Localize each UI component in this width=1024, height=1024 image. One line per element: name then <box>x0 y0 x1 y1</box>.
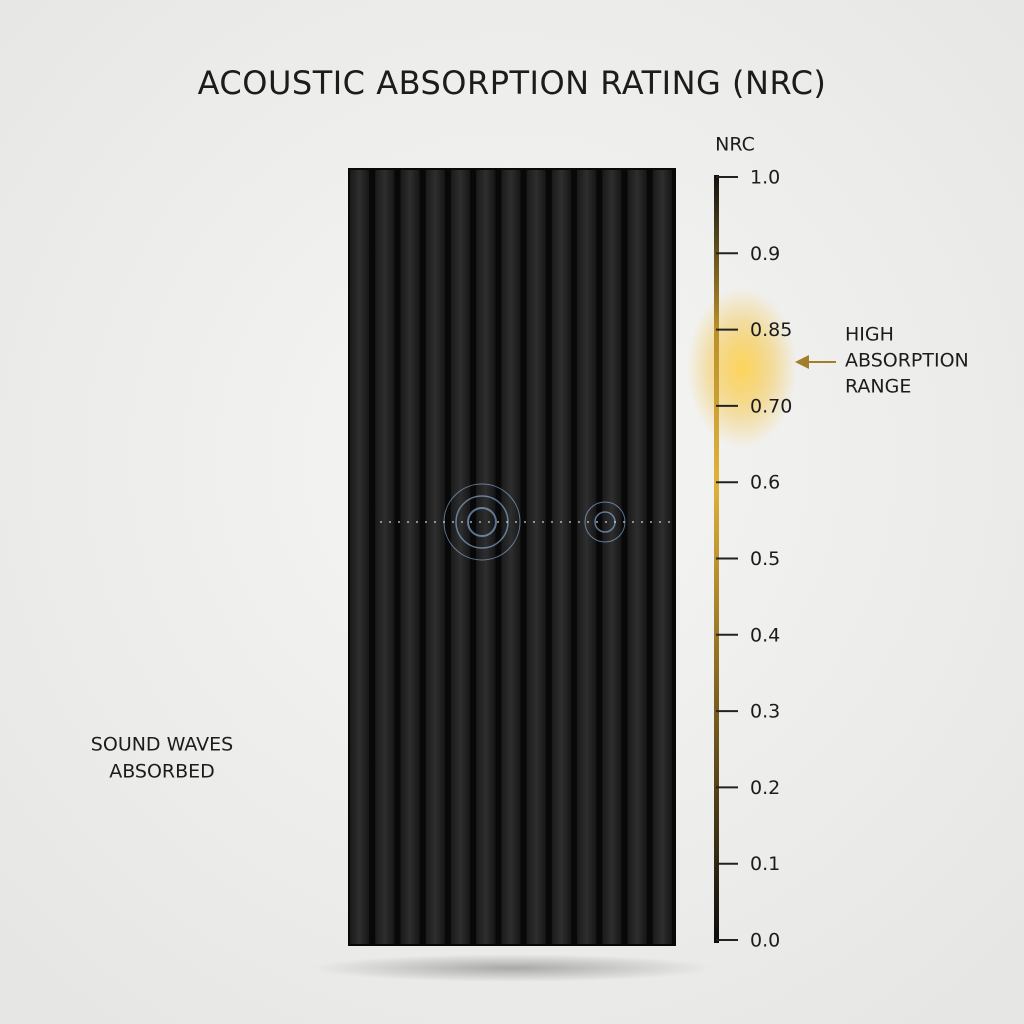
tick-label: 1.0 <box>750 167 780 189</box>
sound-label-line: ABSORBED <box>109 761 215 783</box>
tick-label: 0.1 <box>750 853 780 875</box>
highlight-label: HIGH ABSORPTION RANGE <box>845 324 969 398</box>
slat <box>476 170 496 944</box>
highlight-arrow <box>795 355 836 369</box>
tick-label: 0.6 <box>750 472 780 494</box>
arrow-head <box>795 355 809 369</box>
title: ACOUSTIC ABSORPTION RATING (NRC) <box>198 64 827 102</box>
highlight-label-line: ABSORPTION <box>845 350 969 372</box>
ripples <box>380 483 672 561</box>
tick-label: 0.5 <box>750 548 780 570</box>
tick-label: 0.4 <box>750 624 780 646</box>
highlight-glow <box>687 288 797 448</box>
sound-label: SOUND WAVES ABSORBED <box>91 734 233 783</box>
scale-ticks: 1.0 0.9 0.85 0.70 0.6 0.5 0.4 0.3 0.2 0.1 0.0 <box>716 167 792 952</box>
tick-label: 0.3 <box>750 701 780 723</box>
slat <box>350 170 370 944</box>
slat <box>526 170 546 944</box>
slat <box>400 170 420 944</box>
slat <box>602 170 622 944</box>
slat <box>652 170 672 944</box>
acoustic-panel <box>348 168 676 946</box>
sound-label-line: SOUND WAVES <box>91 734 233 756</box>
slat <box>501 170 521 944</box>
slat <box>375 170 395 944</box>
tick-label: 0.2 <box>750 777 780 799</box>
slat <box>551 170 572 944</box>
tick-label: 0.85 <box>750 319 792 341</box>
slat <box>627 170 647 944</box>
slat <box>425 170 445 944</box>
panel-shadow <box>312 954 712 982</box>
scale-label: NRC <box>715 134 755 156</box>
ripple <box>467 507 497 537</box>
slat <box>577 170 597 944</box>
highlight-label-line: RANGE <box>845 376 911 398</box>
slat <box>450 170 471 944</box>
tick-label: 0.70 <box>750 395 792 417</box>
highlight-label-line: HIGH <box>845 324 894 346</box>
tick-label: 0.9 <box>750 243 780 265</box>
tick-label: 0.0 <box>750 930 780 952</box>
